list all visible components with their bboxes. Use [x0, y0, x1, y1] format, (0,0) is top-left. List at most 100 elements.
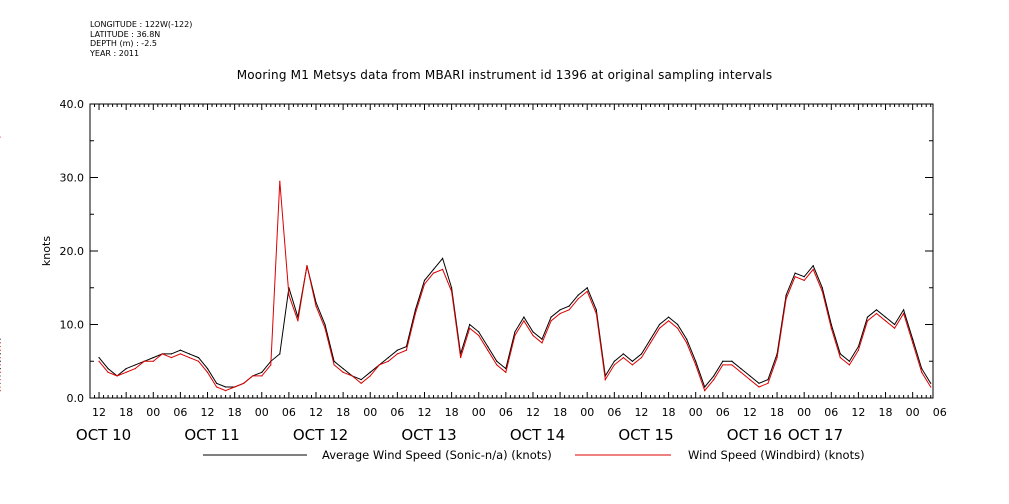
x-tick-label: 00 [797, 406, 811, 419]
data-point [857, 349, 860, 351]
longitude-text: LONGITUDE : 122W(-122) [90, 20, 193, 29]
data-point [432, 268, 435, 270]
data-point [921, 368, 923, 370]
data-point [686, 342, 688, 344]
data-point [441, 257, 444, 259]
data-point [677, 327, 679, 329]
data-point [912, 338, 914, 340]
data-point [188, 356, 191, 359]
data-point [875, 312, 878, 315]
data-point [405, 349, 408, 351]
data-point [261, 371, 263, 373]
data-point [631, 360, 634, 362]
data-point [848, 360, 850, 362]
data-point [324, 323, 326, 326]
x-tick-label: 00 [906, 406, 920, 419]
data-point [0, 338, 1, 340]
data-point [731, 364, 733, 366]
data-point [0, 136, 1, 138]
data-point [107, 371, 109, 373]
data-point [414, 309, 417, 311]
data-point [677, 323, 679, 326]
data-point [930, 382, 932, 384]
data-point [0, 375, 1, 377]
x-tick-label: 06 [499, 406, 513, 419]
data-point [0, 390, 1, 392]
data-point [523, 316, 525, 318]
x-tick-label: 18 [553, 406, 567, 419]
metadata-block: LONGITUDE : 122W(-122) LATITUDE : 36.8N … [90, 20, 192, 58]
data-point [667, 320, 670, 322]
data-point [206, 368, 209, 370]
data-point [541, 338, 543, 340]
data-point [785, 298, 787, 300]
data-point [478, 334, 480, 337]
x-day-label: OCT 16 [727, 426, 782, 444]
x-tick-label: 12 [851, 406, 865, 419]
x-tick-label: 06 [824, 406, 838, 419]
data-point [487, 349, 489, 351]
data-point [188, 353, 191, 355]
depth-text: DEPTH (m) : -2.5 [90, 39, 157, 48]
y-tick-label: 40.0 [60, 98, 85, 111]
data-point [243, 382, 245, 384]
data-point [649, 338, 652, 340]
data-point [640, 356, 643, 359]
data-point [631, 364, 634, 366]
data-point [0, 360, 1, 362]
data-point [179, 353, 182, 355]
data-point [622, 353, 624, 355]
data-point [134, 364, 136, 366]
data-point [306, 265, 308, 267]
x-tick-label: 06 [933, 406, 947, 419]
x-day-label: OCT 15 [618, 426, 673, 444]
x-tick-label: 06 [390, 406, 404, 419]
data-point [613, 364, 615, 366]
data-point [514, 331, 516, 333]
data-point [451, 287, 453, 289]
x-day-label: OCT 14 [510, 426, 565, 444]
data-point [351, 375, 353, 377]
data-point [369, 371, 371, 373]
data-point [215, 386, 218, 388]
data-point [550, 316, 552, 318]
x-tick-label: 18 [662, 406, 676, 419]
data-point [396, 349, 398, 351]
data-point [197, 356, 200, 359]
x-tick-label: 00 [689, 406, 703, 419]
data-point [179, 349, 182, 351]
data-point [0, 342, 1, 344]
data-point [496, 364, 498, 366]
data-point [487, 345, 489, 348]
legend-label-0: Average Wind Speed (Sonic-n/a) (knots) [322, 448, 552, 462]
data-point [559, 312, 561, 315]
data-point [830, 327, 832, 329]
x-tick-label: 12 [201, 406, 215, 419]
data-point [98, 356, 100, 359]
data-point [568, 309, 570, 311]
data-point [586, 287, 588, 289]
data-point [441, 268, 444, 270]
data-point [378, 364, 380, 366]
y-tick-label: 20.0 [60, 245, 85, 258]
data-point [839, 353, 841, 355]
data-point [279, 353, 281, 355]
series-layer [0, 136, 932, 392]
data-point [830, 323, 832, 326]
data-point [532, 334, 534, 337]
data-point [514, 334, 516, 337]
data-point [152, 360, 154, 362]
y-tick-label: 10.0 [60, 319, 85, 332]
data-point [695, 360, 697, 362]
data-point [107, 368, 109, 370]
data-point [704, 390, 706, 392]
data-point [342, 371, 344, 373]
x-day-label: OCT 17 [788, 426, 843, 444]
data-point [758, 386, 760, 388]
data-point [550, 320, 552, 322]
data-point [776, 356, 778, 359]
data-point [469, 327, 471, 329]
data-point [640, 353, 643, 355]
data-point [0, 356, 1, 359]
